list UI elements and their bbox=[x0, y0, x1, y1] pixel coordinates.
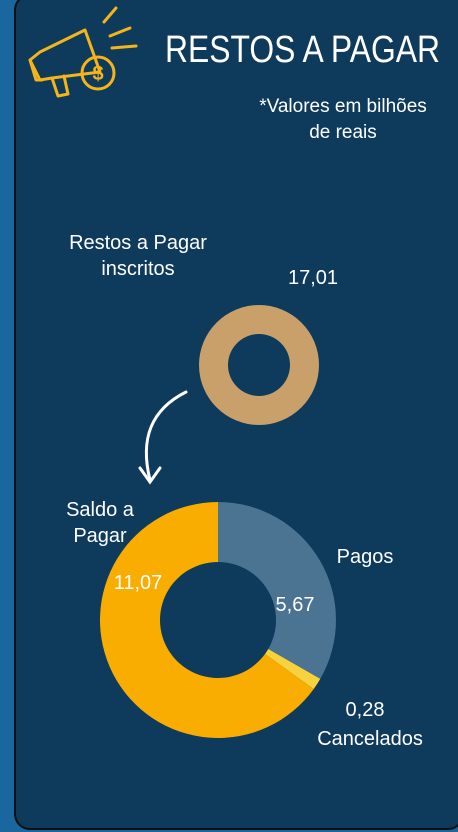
donut-segment bbox=[218, 502, 337, 679]
megaphone-icon: $ bbox=[28, 6, 138, 98]
note: *Valores em bilhões de reais bbox=[259, 96, 427, 143]
category-label: Pagos bbox=[336, 546, 394, 568]
value-label: 0,28 bbox=[345, 699, 385, 721]
arrow bbox=[138, 390, 188, 485]
svg-text:$: $ bbox=[92, 63, 103, 85]
category-label: Cancelados bbox=[317, 728, 423, 750]
donut-segment bbox=[199, 305, 319, 425]
value-label: 17,01 bbox=[288, 267, 339, 289]
category-label: Saldo a Pagar bbox=[66, 499, 134, 547]
title: RESTOS A PAGAR bbox=[165, 29, 440, 71]
value-label: 11,07 bbox=[113, 572, 163, 594]
category-label: Restos a Pagar inscritos bbox=[69, 232, 207, 280]
donut-segment bbox=[99, 502, 314, 738]
donut-segment bbox=[265, 648, 321, 690]
value-label: 5,67 bbox=[275, 594, 315, 616]
